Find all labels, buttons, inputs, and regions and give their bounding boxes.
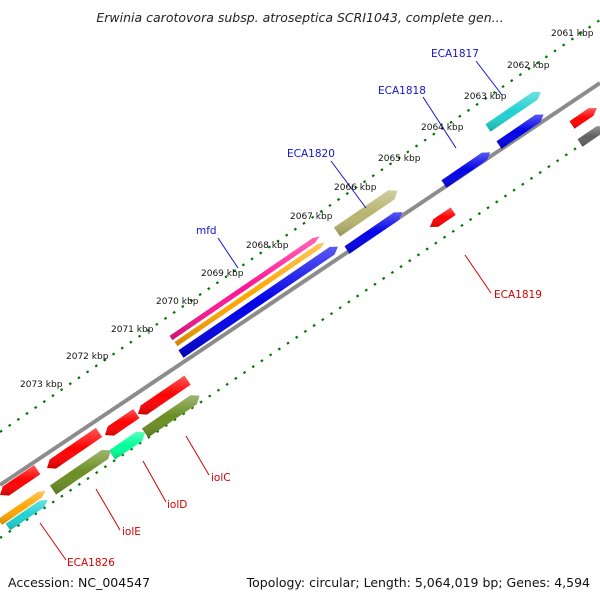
callout-line: [217, 237, 239, 269]
tick-label: 2071 kbp: [111, 325, 154, 335]
feature-shading: [344, 212, 403, 254]
callout-line: [142, 460, 167, 503]
tick-label: 2066 kbp: [334, 183, 377, 193]
gene-label-mfd[interactable]: mfd: [196, 225, 217, 237]
feature-shading: [577, 126, 600, 147]
tick-label: 2062 kbp: [507, 61, 550, 71]
feature-layer: [0, 91, 600, 531]
feature-shading: [174, 242, 325, 347]
map-title: Erwinia carotovora subsp. atroseptica SC…: [96, 10, 504, 25]
tick-label: 2063 kbp: [464, 92, 507, 102]
tick-label: 2064 kbp: [421, 123, 464, 133]
tick-label: 2067 kbp: [290, 212, 333, 222]
feature-shading: [496, 114, 544, 149]
tick-label: 2065 kbp: [378, 154, 421, 164]
feature-shading: [430, 207, 456, 227]
feature-shading: [569, 108, 597, 129]
callout-line: [422, 96, 457, 149]
inner-tick-ring: [0, 131, 600, 539]
tick-label: 2069 kbp: [201, 269, 244, 279]
feature-shading: [108, 431, 145, 460]
topology-summary: Topology: circular; Length: 5,064,019 bp…: [246, 575, 590, 590]
callout-line: [95, 488, 121, 531]
feature-shading: [178, 246, 338, 358]
tick-label: 2070 kbp: [156, 297, 199, 307]
gene-label-eca1826[interactable]: ECA1826: [67, 557, 115, 569]
gene-label-iolc[interactable]: iolC: [211, 472, 231, 484]
feature-shading: [5, 499, 48, 531]
feature-shading: [141, 395, 200, 438]
tick-label: 2061 kbp: [551, 29, 594, 39]
tick-label: 2072 kbp: [66, 352, 109, 362]
feature-shading: [333, 190, 398, 237]
callout-line: [464, 254, 492, 294]
tick-label: 2073 kbp: [20, 380, 63, 390]
gene-label-eca1818[interactable]: ECA1818: [378, 85, 426, 97]
callout-line: [185, 435, 210, 476]
feature-shading: [0, 465, 41, 496]
gene-label-iold[interactable]: iolD: [167, 499, 187, 511]
feature-shading: [169, 236, 320, 341]
feature-shading: [47, 427, 103, 469]
gene-label-eca1817[interactable]: ECA1817: [431, 48, 479, 60]
feature-shading: [485, 91, 541, 132]
feature-shading: [0, 491, 46, 525]
feature-shading: [138, 375, 191, 415]
tick-label: 2068 kbp: [246, 241, 289, 251]
gene-label-eca1820[interactable]: ECA1820: [287, 148, 335, 160]
gene-label-iole[interactable]: iolE: [122, 526, 141, 538]
callout-line: [330, 160, 367, 209]
backbone-line: [0, 81, 600, 487]
callout-line: [39, 522, 67, 561]
gene-label-eca1819[interactable]: ECA1819: [494, 289, 542, 301]
feature-shading: [49, 449, 111, 495]
feature-shading: [105, 409, 140, 436]
feature-shading: [441, 152, 491, 188]
callout-line: [475, 60, 503, 96]
outer-tick-ring: [0, 19, 600, 433]
accession-text: Accession: NC_004547: [8, 575, 151, 590]
callout-layer: [39, 60, 503, 561]
